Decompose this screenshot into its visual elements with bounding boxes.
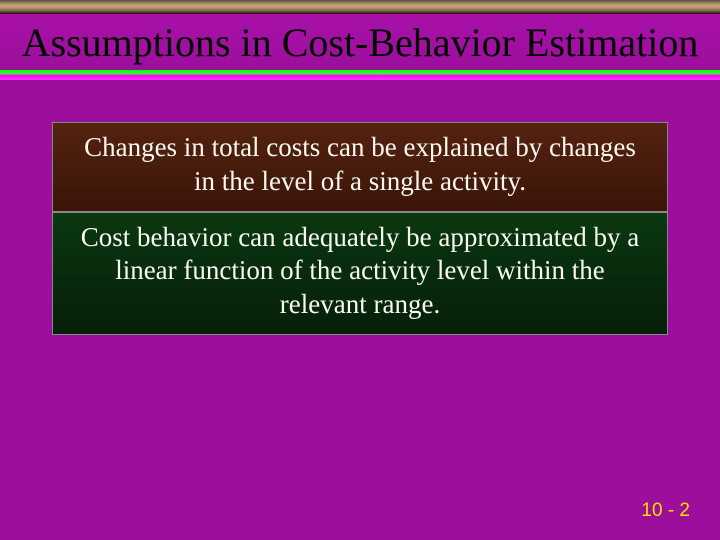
content-container: Changes in total costs can be explained … — [0, 80, 720, 355]
divider-bar — [0, 70, 720, 80]
assumption-box-1: Changes in total costs can be explained … — [52, 122, 668, 212]
title-container: Assumptions in Cost-Behavior Estimation — [0, 14, 720, 70]
decorative-top-banner — [0, 0, 720, 14]
assumption-text-1: Changes in total costs can be explained … — [84, 132, 636, 196]
slide-title: Assumptions in Cost-Behavior Estimation — [20, 20, 700, 66]
assumption-text-2: Cost behavior can adequately be approxim… — [81, 222, 640, 320]
assumption-box-2: Cost behavior can adequately be approxim… — [52, 212, 668, 335]
page-number: 10 - 2 — [641, 500, 690, 522]
